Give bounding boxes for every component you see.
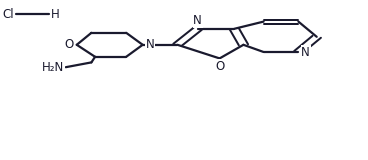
Text: N: N bbox=[193, 14, 202, 27]
Text: H₂N: H₂N bbox=[42, 61, 64, 74]
Text: O: O bbox=[215, 60, 224, 73]
Text: N: N bbox=[146, 38, 154, 51]
Text: O: O bbox=[64, 38, 74, 51]
Text: Cl: Cl bbox=[3, 8, 14, 21]
Text: N: N bbox=[301, 45, 310, 59]
Text: H: H bbox=[51, 8, 60, 21]
